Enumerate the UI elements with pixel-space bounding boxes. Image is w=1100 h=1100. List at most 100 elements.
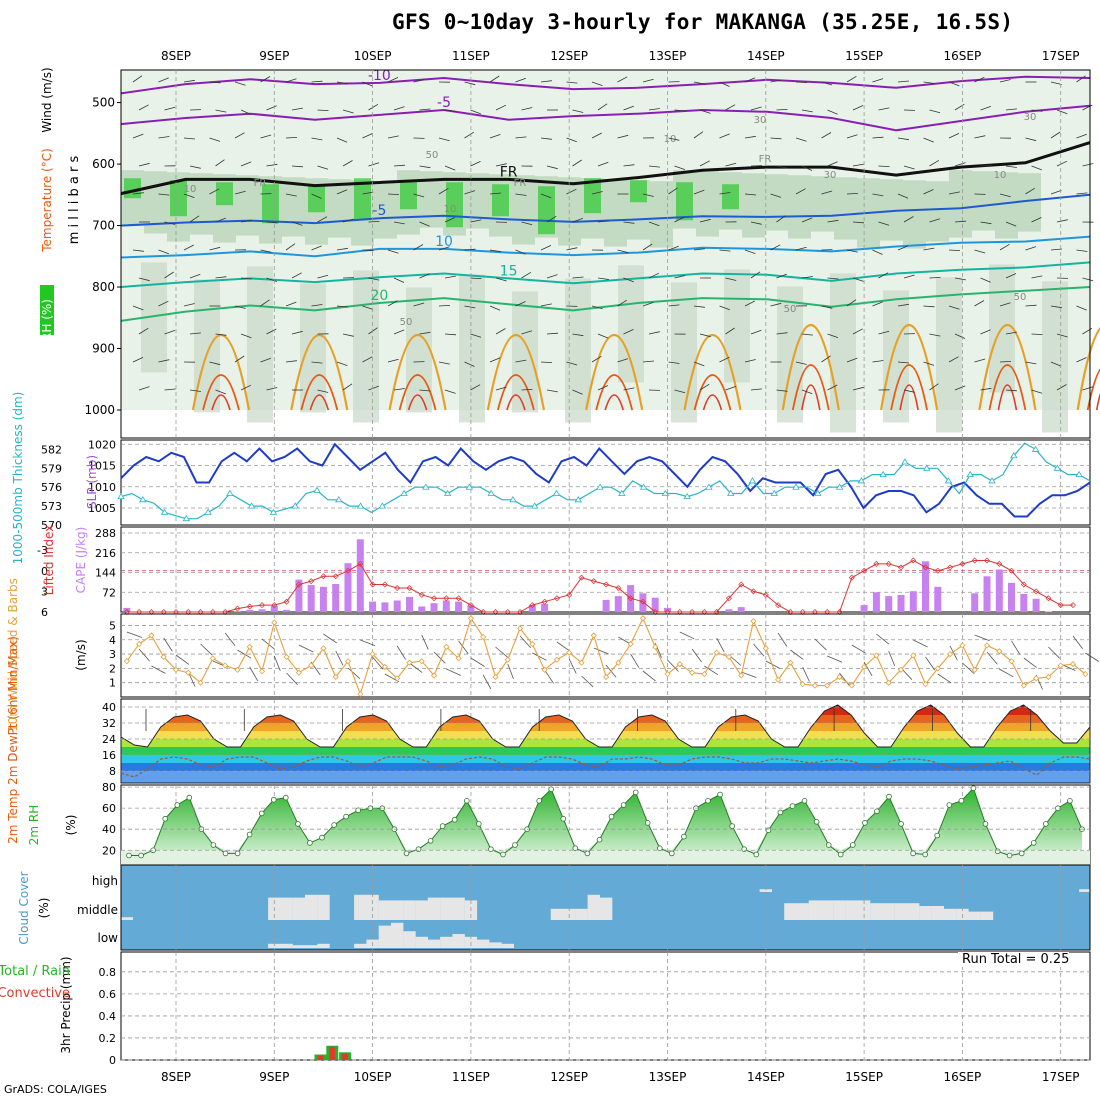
wind-barb-108 bbox=[948, 133, 960, 139]
wind10m-barb-47 bbox=[704, 665, 719, 676]
surface-isotherm-orange-1 bbox=[290, 334, 349, 411]
wind10m-barb-18 bbox=[347, 667, 361, 679]
isotherm-label-0: -10 bbox=[368, 68, 391, 84]
surface-isotherm-darkorange-9 bbox=[1086, 368, 1100, 411]
wind-barb-240 bbox=[438, 246, 450, 251]
wind-barb-250 bbox=[693, 248, 705, 251]
thickness-marker-34 bbox=[487, 489, 495, 496]
cape-bar-74 bbox=[1032, 598, 1040, 612]
wind10m-barb-14 bbox=[298, 644, 314, 653]
li-marker-71 bbox=[996, 560, 1003, 567]
cape-bar-73 bbox=[1020, 593, 1028, 612]
run-total-value: 0.25 bbox=[1040, 952, 1070, 967]
slp-axis-label: SLP (mb) bbox=[85, 455, 99, 509]
wind-speed-marker-10 bbox=[246, 643, 253, 650]
rh2m-marker-66 bbox=[922, 851, 928, 858]
wind-barb-133 bbox=[623, 164, 635, 167]
li-marker-68 bbox=[959, 560, 966, 567]
thickness-tick-label-3: 579 bbox=[41, 462, 62, 475]
wind-speed-marker-5 bbox=[185, 669, 192, 676]
rh2m-marker-46 bbox=[681, 833, 687, 840]
cloud-middle-bar-70 bbox=[980, 911, 994, 920]
wind-barb-75 bbox=[1082, 104, 1093, 111]
wind10m-barb-35 bbox=[556, 641, 571, 652]
thickness-tick-label-0: 570 bbox=[41, 519, 62, 532]
wind-barb-17 bbox=[566, 81, 578, 84]
wind-barb-220 bbox=[903, 216, 914, 223]
wind-barb-124 bbox=[393, 164, 406, 167]
wind-barb-380 bbox=[132, 357, 144, 363]
wind-speed-marker-35 bbox=[553, 656, 560, 663]
wind-barb-51 bbox=[470, 109, 481, 115]
wind10m-barb-72 bbox=[1011, 640, 1021, 655]
wind-barb-435 bbox=[572, 389, 583, 395]
wind-speed-marker-76 bbox=[1057, 662, 1064, 669]
wind-barb-32 bbox=[948, 81, 960, 87]
thickness-marker-4 bbox=[160, 508, 169, 515]
surface-isotherm-orange-2 bbox=[388, 334, 447, 411]
wind10m-barb-71 bbox=[999, 668, 1014, 678]
wind-speed-marker-60 bbox=[861, 663, 868, 671]
li-marker-23 bbox=[406, 584, 413, 591]
wind-barb-306 bbox=[183, 303, 195, 307]
wind10m-barb-58 bbox=[839, 672, 850, 686]
wind-barb-271 bbox=[266, 277, 278, 282]
wind-barb-187 bbox=[1025, 187, 1036, 195]
wind-barb-140 bbox=[801, 165, 813, 171]
rh-green-block-20 bbox=[584, 178, 601, 214]
temp-tick-label-2: 24 bbox=[102, 733, 116, 746]
li-marker-15 bbox=[308, 578, 315, 585]
wind-barb-107 bbox=[923, 137, 934, 143]
rh2m-marker-40 bbox=[608, 813, 615, 820]
wind-barb-134 bbox=[648, 165, 660, 168]
wind-barb-230 bbox=[183, 244, 194, 251]
wind-speed-marker-67 bbox=[947, 651, 954, 658]
wind-speed-marker-55 bbox=[799, 681, 806, 688]
wind-barb-135 bbox=[674, 165, 686, 170]
wind-barb-10 bbox=[387, 77, 399, 83]
wind-barb-9 bbox=[362, 81, 373, 87]
wind-barb-415 bbox=[1025, 361, 1037, 365]
cloud-middle-bar-14 bbox=[292, 897, 306, 920]
wind-barb-105 bbox=[872, 136, 884, 139]
wind-barb-102 bbox=[795, 137, 807, 142]
wind-barb-153 bbox=[158, 193, 170, 196]
rh-green-block-0 bbox=[124, 178, 141, 199]
rh2m-tick-label-2: 60 bbox=[102, 802, 116, 815]
rh-lower-block-10 bbox=[671, 282, 697, 423]
wind-barb-44 bbox=[291, 107, 303, 111]
cape-bar-43 bbox=[651, 597, 659, 612]
wind-barb-442 bbox=[750, 388, 762, 391]
wind-barb-403 bbox=[719, 356, 730, 363]
wind-barb-267 bbox=[164, 271, 174, 279]
thickness-marker-82 bbox=[1010, 451, 1018, 459]
pressure-tick-label-1: 600 bbox=[92, 157, 115, 171]
wind-barb-295 bbox=[878, 272, 889, 279]
wind-barb-50 bbox=[444, 109, 456, 112]
wind-barb-233 bbox=[260, 249, 272, 253]
precip-tick-label-0: 0 bbox=[109, 1054, 116, 1067]
wind-speed-marker-13 bbox=[283, 653, 290, 660]
li-marker-27 bbox=[455, 595, 462, 602]
wind-barb-65 bbox=[827, 109, 838, 115]
wind-barb-113 bbox=[1076, 133, 1087, 139]
wind-barb-191 bbox=[164, 221, 176, 225]
cape-bar-14 bbox=[295, 579, 303, 612]
cape-bar-65 bbox=[922, 561, 929, 612]
thickness-marker-0 bbox=[117, 492, 125, 500]
wind-barb-416 bbox=[1050, 361, 1062, 367]
wind-speed-marker-23 bbox=[406, 659, 413, 666]
wind-barb-18 bbox=[591, 81, 603, 86]
wind-barb-245 bbox=[566, 247, 578, 251]
wind10m-barb-56 bbox=[814, 638, 827, 651]
wind-barb-356 bbox=[495, 328, 506, 335]
wind-barb-298 bbox=[954, 277, 966, 281]
wind-barb-398 bbox=[591, 355, 602, 363]
temp-tick-label-1: 16 bbox=[102, 749, 116, 762]
rh2m-marker-70 bbox=[970, 785, 977, 791]
wind-speed-marker-7 bbox=[209, 655, 216, 662]
cloud-middle-bar-0 bbox=[120, 917, 133, 920]
rh2m-marker-49 bbox=[717, 791, 723, 798]
cross-section-value-label-22: 10 bbox=[994, 170, 1007, 181]
wind-barb-206 bbox=[546, 215, 557, 223]
